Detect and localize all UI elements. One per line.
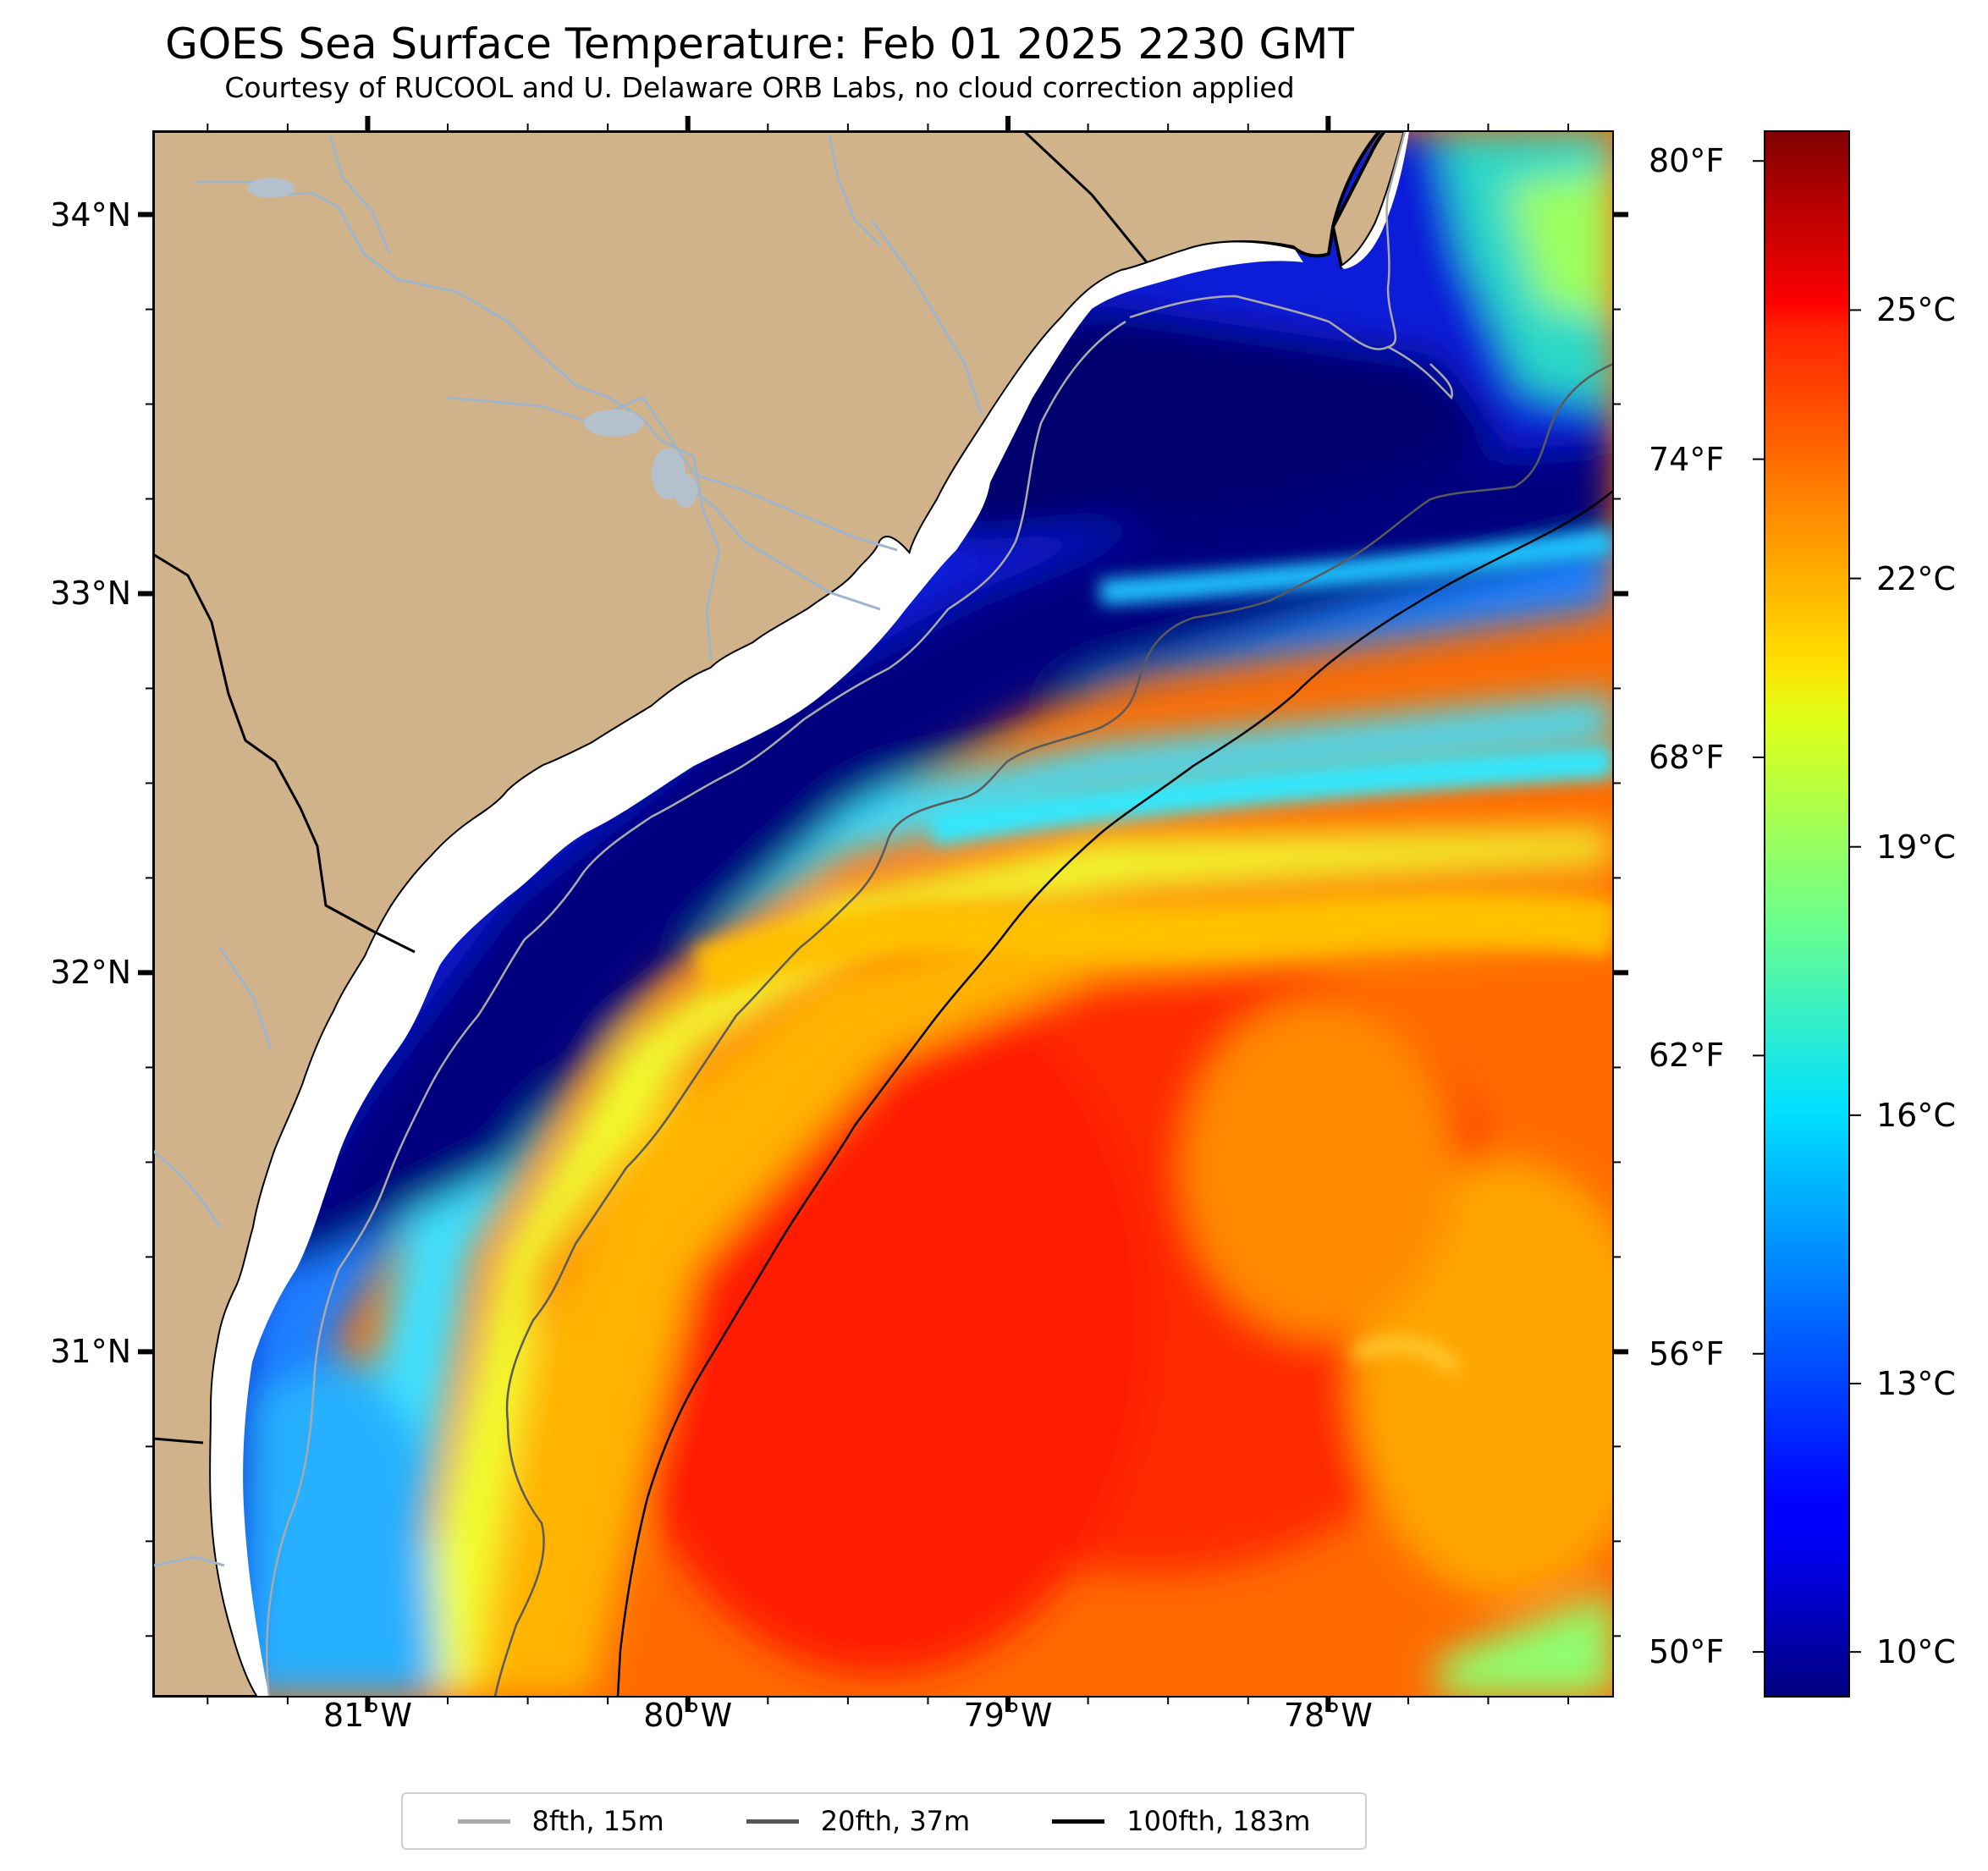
- fahrenheit-tick-label: 68°F: [1649, 739, 1725, 776]
- fahrenheit-tick-label: 74°F: [1649, 440, 1725, 478]
- lon-tick-label: 80°W: [643, 1697, 733, 1734]
- contour-legend: 8fth, 15m 20fth, 37m 100fth, 183m: [401, 1792, 1367, 1850]
- lon-tick-label: 78°W: [1283, 1697, 1373, 1734]
- celsius-tick-label: 16°C: [1876, 1096, 1956, 1134]
- colorbar: [1764, 130, 1850, 1698]
- map-ticks: [138, 116, 1628, 1712]
- legend-swatch-100fth: [1052, 1819, 1105, 1824]
- fahrenheit-tick-label: 80°F: [1649, 142, 1725, 180]
- lon-tick-label: 81°W: [322, 1697, 412, 1734]
- lat-tick-label: 32°N: [50, 954, 131, 992]
- state-borders: [153, 131, 1148, 1445]
- celsius-tick-label: 25°C: [1876, 291, 1956, 329]
- map-area: [153, 131, 1613, 1697]
- colorbar-ticks: [1753, 160, 1861, 1654]
- legend-label-8fth: 8fth, 15m: [531, 1805, 664, 1837]
- legend-label-100fth: 100fth, 183m: [1126, 1805, 1311, 1837]
- fahrenheit-tick-label: 62°F: [1649, 1037, 1725, 1075]
- map-title: GOES Sea Surface Temperature: Feb 01 202…: [165, 19, 1354, 69]
- celsius-tick-label: 13°C: [1876, 1365, 1956, 1402]
- contour-100fth: [616, 490, 1613, 1697]
- map-frame: [152, 130, 1614, 1698]
- contour-20fth: [493, 362, 1613, 1697]
- legend-item-20fth: 20fth, 37m: [746, 1805, 970, 1837]
- legend-swatch-8fth: [457, 1819, 510, 1824]
- legend-swatch-20fth: [746, 1819, 799, 1824]
- no-data-nearshore: [211, 242, 1304, 1697]
- no-data-north: [1341, 131, 1409, 269]
- lat-tick-label: 34°N: [50, 195, 131, 234]
- lakes: [247, 178, 697, 508]
- legend-item-100fth: 100fth, 183m: [1052, 1805, 1310, 1837]
- lon-tick-label: 79°W: [963, 1697, 1053, 1734]
- fahrenheit-tick-label: 56°F: [1649, 1334, 1725, 1373]
- celsius-tick-label: 10°C: [1876, 1633, 1956, 1671]
- rivers: [153, 135, 983, 1567]
- legend-label-20fth: 20fth, 37m: [820, 1805, 971, 1837]
- map-subtitle: Courtesy of RUCOOL and U. Delaware ORB L…: [224, 71, 1295, 104]
- celsius-tick-label: 22°C: [1876, 559, 1956, 597]
- legend-item-8fth: 8fth, 15m: [457, 1805, 664, 1837]
- celsius-tick-label: 19°C: [1876, 828, 1956, 866]
- lat-tick-label: 33°N: [50, 575, 131, 613]
- contour-8fth: [266, 131, 1454, 1697]
- lat-tick-label: 31°N: [50, 1333, 131, 1371]
- fahrenheit-tick-label: 50°F: [1649, 1633, 1725, 1671]
